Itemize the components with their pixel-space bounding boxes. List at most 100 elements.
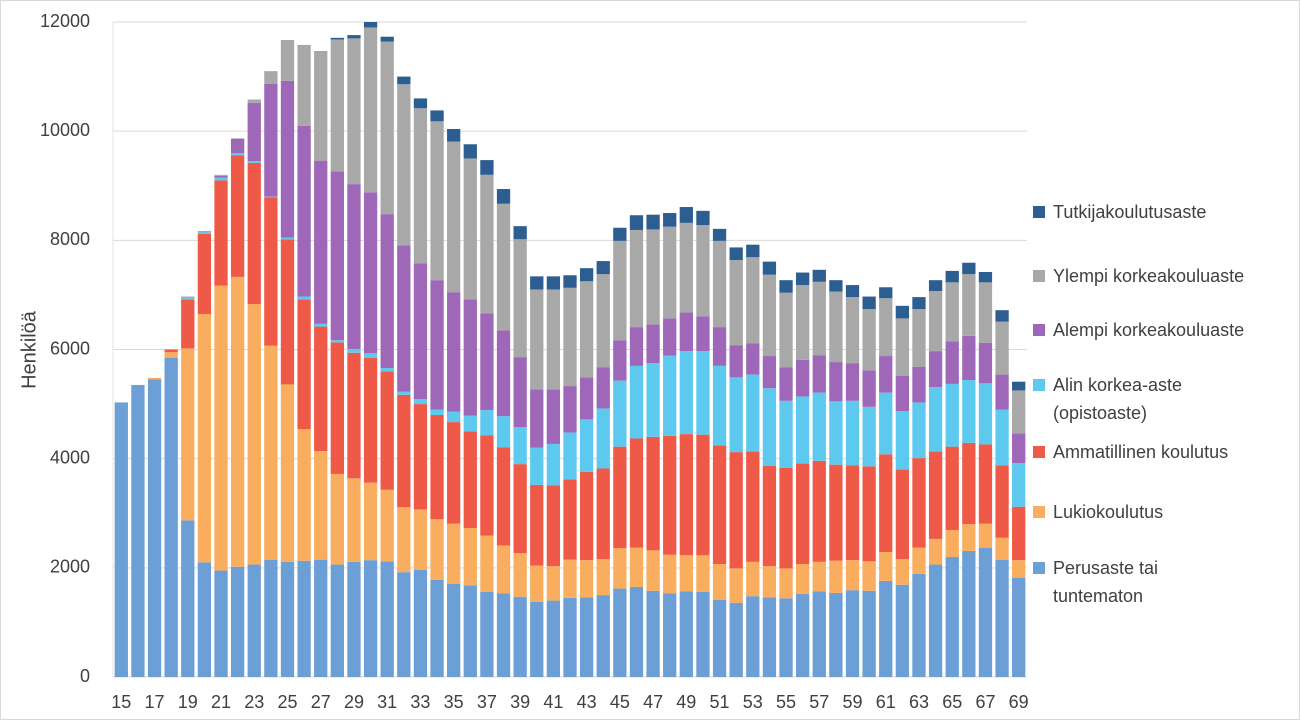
bar-segment — [729, 377, 743, 453]
legend-item: Tutkijakoulutusaste — [1033, 198, 1295, 226]
bar-segment — [413, 108, 428, 264]
bar-segment — [230, 155, 245, 277]
bar-segment — [928, 387, 943, 452]
x-tick-label: 61 — [876, 692, 896, 712]
bar-segment — [629, 547, 644, 587]
legend-label: Perusaste tai tuntematon — [1053, 558, 1159, 606]
bar-segment — [879, 392, 893, 455]
bar-segment — [879, 356, 893, 393]
bar-segment — [480, 435, 494, 536]
bar-segment — [746, 451, 760, 562]
bar-segment — [330, 564, 344, 677]
bar-segment — [430, 409, 444, 415]
x-tick-label: 63 — [909, 692, 929, 712]
bar-segment — [513, 226, 527, 240]
x-tick-label: 15 — [111, 692, 131, 712]
bar-segment — [712, 228, 727, 241]
bar-segment — [895, 584, 910, 677]
bar-segment — [197, 233, 212, 315]
bar-segment — [962, 274, 976, 336]
bar-segment — [845, 560, 860, 591]
bar-segment — [1012, 433, 1026, 464]
bar-segment — [496, 203, 511, 331]
legend-swatch — [1033, 206, 1045, 218]
x-tick-label: 45 — [610, 692, 630, 712]
bar-segment — [995, 374, 1009, 410]
bar-segment — [912, 547, 926, 574]
bar-segment — [879, 298, 893, 357]
bar-segment — [297, 299, 311, 430]
bar-segment — [546, 276, 561, 290]
bar-segment — [895, 375, 910, 412]
bar-segment — [397, 391, 411, 395]
bar-segment — [596, 408, 610, 469]
bar-segment — [629, 586, 644, 677]
bar-segment — [463, 527, 477, 586]
bar-segment — [812, 355, 826, 393]
bar-segment — [829, 464, 843, 561]
bar-segment — [397, 572, 411, 677]
bar-segment — [330, 473, 344, 565]
bar-segment — [513, 596, 527, 677]
bar-segment — [629, 229, 644, 328]
bar-segment — [829, 401, 843, 465]
legend-item: Lukiokoulutus — [1033, 498, 1295, 526]
bar-segment — [1012, 381, 1026, 391]
bar-segment — [663, 213, 677, 227]
bar-segment — [563, 597, 577, 677]
bar-segment — [712, 327, 727, 366]
bar-segment — [463, 415, 477, 432]
bar-segment — [796, 272, 810, 286]
bar-segment — [530, 289, 544, 390]
bar-segment — [696, 210, 710, 226]
bar-segment — [513, 427, 527, 465]
bar-segment — [447, 411, 461, 423]
bar-segment — [928, 280, 943, 292]
bar-segment — [214, 180, 228, 286]
bar-segment — [912, 309, 926, 367]
bar-segment — [895, 411, 910, 470]
bar-segment — [978, 383, 993, 445]
bar-segment — [230, 566, 245, 677]
bar-segment — [712, 600, 727, 677]
bar-segment — [978, 444, 993, 524]
bar-segment — [563, 432, 577, 480]
bar-segment — [845, 363, 860, 401]
bar-segment — [363, 357, 378, 483]
bar-segment — [596, 468, 610, 560]
bar-segment — [214, 177, 228, 181]
bar-segment — [430, 415, 444, 520]
legend-swatch — [1033, 379, 1045, 391]
bar-segment — [679, 207, 693, 223]
bar-segment — [363, 560, 378, 677]
bar-segment — [480, 591, 494, 677]
x-tick-label: 35 — [444, 692, 464, 712]
bar-segment — [197, 232, 212, 234]
bar-segment — [463, 144, 477, 159]
bar-segment — [397, 507, 411, 573]
x-tick-label: 33 — [410, 692, 430, 712]
bar-segment — [845, 297, 860, 364]
x-tick-label: 21 — [211, 692, 231, 712]
bar-segment — [646, 436, 660, 551]
x-tick-label: 51 — [710, 692, 730, 712]
bar-segment — [679, 222, 693, 313]
legend-swatch — [1033, 270, 1045, 282]
bar-segment — [463, 299, 477, 416]
bar-segment — [363, 192, 378, 354]
x-tick-label: 69 — [1009, 692, 1029, 712]
bar-segment — [746, 257, 760, 344]
bar-segment — [413, 570, 428, 677]
bar-segment — [613, 446, 627, 549]
bar-segment — [530, 447, 544, 485]
bar-segment — [447, 523, 461, 584]
bar-segment — [862, 406, 876, 467]
bar-segment — [746, 374, 760, 452]
bar-segment — [829, 592, 843, 677]
bar-segment — [530, 565, 544, 602]
bar-segment — [430, 121, 444, 281]
bar-segment — [347, 478, 361, 562]
bar-segment — [197, 231, 212, 233]
bar-segment — [895, 469, 910, 560]
bar-segment — [513, 553, 527, 597]
